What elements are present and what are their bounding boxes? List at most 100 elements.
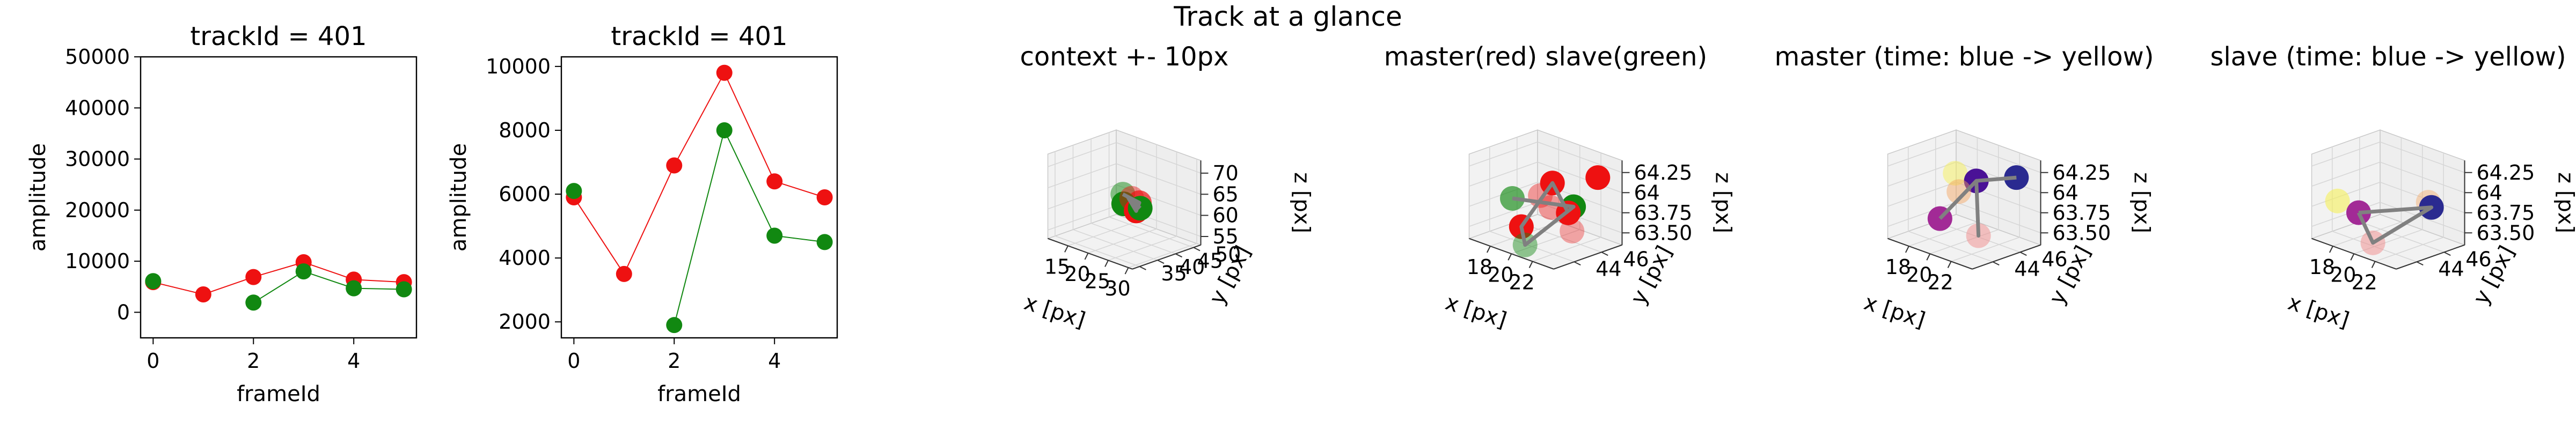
grid-line [1108,235,1177,261]
data-point [295,263,312,280]
z-tick-label: 64 [1634,181,1660,204]
x-tick [2350,253,2355,261]
z-tick-label: 64 [2477,181,2502,204]
x-tick [1064,245,1069,253]
grid-line [2380,202,2465,233]
z-tick-label: 60 [1213,204,1239,227]
x-tick [1926,253,1931,261]
y-tick [2443,252,2451,256]
chart-title: master(red) slave(green) [1384,42,1707,72]
x-tick-label: 4 [347,349,360,373]
z-tick-label: 70 [1213,161,1239,185]
grid-line [1469,142,1538,167]
grid-line [1887,202,1957,227]
data-point [816,234,833,250]
y-tick-label: 0 [117,300,130,324]
y-axis-line [1972,244,2041,270]
chart-title: slave (time: blue -> yellow) [2210,42,2566,72]
grid-line [2311,142,2381,167]
data-point [766,173,783,190]
x-axis-label: frameId [657,382,741,406]
track-path [2357,205,2434,245]
x-axis-label: x [px] [1021,290,1088,333]
x-tick [1124,267,1129,275]
chart-title: trackId = 401 [611,21,787,51]
data-point [1943,161,1968,186]
chart-p1: trackId = 401 frameId amplitude 0 2 4 0 10000 20… [26,21,418,406]
data-point [346,280,362,297]
z-tick-label: 55 [1213,225,1239,248]
y-axis-line [1132,244,1201,270]
z-tick-label: 64.25 [2053,161,2111,184]
grid-line [1951,236,2020,262]
grid-line [1908,231,1993,262]
x-axis-label: x [px] [2285,290,2352,333]
data-point [245,269,262,285]
grid-line [1887,182,1957,207]
y-tick-label: 20000 [65,198,130,222]
y-tick-label: 46 [2465,247,2491,271]
z-tick-label: 63.75 [2477,201,2535,225]
x-axis-label: x [px] [1861,290,1928,333]
x-tick [2371,261,2376,268]
z-tick-label: 63.50 [2053,221,2111,245]
series-line-1 [674,129,825,326]
data-point [2325,188,2350,213]
grid-line [1048,184,1117,210]
grid-line [1537,142,1622,173]
z-tick-label: 63.75 [2053,201,2111,225]
y-tick-label: 40 [1179,255,1205,279]
z-axis-label: z [px] [1290,172,1314,233]
x-tick-label: 0 [147,349,159,373]
y-tick-label: 4000 [499,246,551,270]
axes-frame [140,56,418,339]
y-tick-label: 10000 [65,249,130,273]
data-point [766,227,783,244]
track-path [1122,192,1141,213]
series-line-0 [153,261,404,295]
y-axis-label: amplitude [26,143,50,252]
grid-line [2375,236,2444,262]
x-tick-label: 20 [1064,262,1090,286]
y-axis-line [1553,244,1622,270]
x-tick-label: 20 [1906,263,1932,286]
track-path [1512,181,1576,247]
grid-line [1489,231,1575,262]
z-tick-label: 63.50 [1634,221,1693,245]
data-point [1585,165,1611,190]
y-tick-label: 8000 [499,119,551,142]
grid-line [1469,161,1538,187]
grid-line [1887,142,1957,167]
x-axis-label: frameId [237,382,320,406]
z-tick-label: 64.25 [1634,161,1693,184]
z-axis-label: z [px] [2129,172,2154,233]
y-axis-label: amplitude [447,143,471,252]
grid-line [1116,142,1201,174]
data-point [1560,219,1585,244]
figure-suptitle: Track at a glance [1173,1,1402,32]
data-point [616,265,632,282]
grid-line [1887,161,1957,187]
grid-line [1088,228,1157,254]
data-point [816,189,833,205]
grid-line [1048,142,1117,167]
x-tick [1905,246,1909,253]
data-point [2004,165,2029,190]
x-tick-label: 2 [247,349,260,373]
x-axis-label: x [px] [1443,290,1510,333]
grid-line [1116,163,1201,195]
grid-line [1532,236,1601,262]
y-axis-line [2396,244,2465,270]
x-tick-label: 22 [2351,271,2377,294]
x-tick [1104,260,1109,267]
z-axis-label: z [px] [2553,172,2576,233]
data-point [2346,200,2371,225]
grid-line [1537,161,1622,193]
y-tick-label: 50 [1215,242,1241,266]
y-tick-label: 44 [1596,257,1621,280]
grid-line [1537,202,1622,233]
y-tick [1601,252,1608,256]
z-tick-label: 63.50 [2477,221,2535,245]
